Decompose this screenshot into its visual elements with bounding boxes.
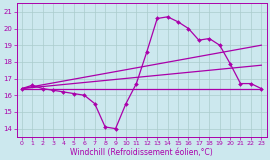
X-axis label: Windchill (Refroidissement éolien,°C): Windchill (Refroidissement éolien,°C)	[70, 148, 213, 156]
